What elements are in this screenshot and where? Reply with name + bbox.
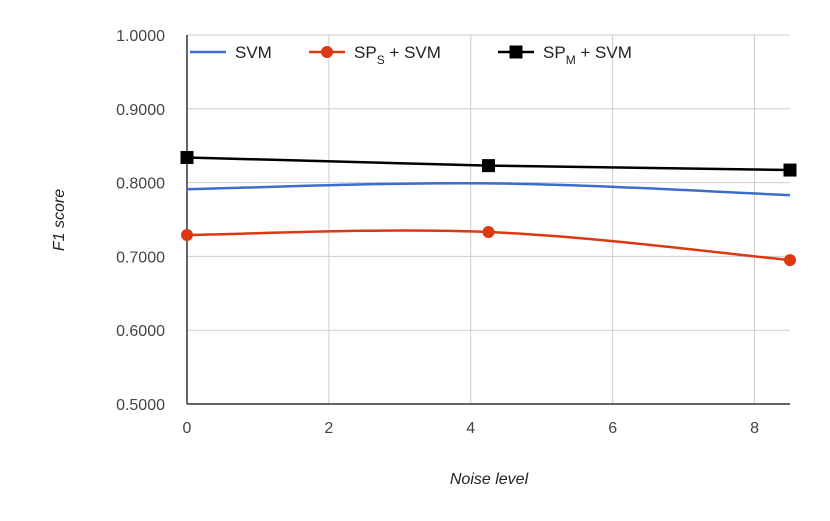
y-tick-label: 0.5000 [116, 397, 165, 414]
legend-label: SPS + SVM [354, 43, 441, 67]
data-point [783, 163, 797, 177]
data-point [181, 228, 193, 241]
x-tick-label: 0 [183, 420, 192, 437]
x-tick-label: 8 [750, 420, 759, 437]
axes: 0.5000 0.6000 0.7000 0.8000 0.9000 1.0000 0 2 4 6… [116, 28, 790, 437]
series-lines [180, 151, 797, 267]
x-tick-label: 4 [466, 420, 475, 437]
y-tick-label: 0.6000 [116, 323, 165, 340]
x-tick-label: 6 [608, 420, 617, 437]
series-2 [180, 151, 797, 177]
data-point [784, 254, 796, 267]
x-axis-title: Noise level [450, 471, 529, 488]
data-point [180, 151, 194, 165]
legend-item: SPM + SVM [498, 43, 632, 67]
legend-label: SPM + SVM [543, 43, 632, 67]
y-axis-title: F1 score [51, 189, 68, 251]
legend-marker [321, 46, 333, 58]
y-tick-label: 1.0000 [116, 28, 165, 45]
legend-item: SPS + SVM [309, 43, 441, 67]
data-point [482, 159, 495, 173]
legend-marker [509, 45, 523, 59]
series-line [186, 181, 791, 197]
legend: SVM SPS + SVM SPM + SVM [190, 43, 632, 67]
x-tick-label: 2 [324, 420, 333, 437]
grid [187, 34, 790, 405]
legend-label: SVM [235, 43, 272, 62]
y-tick-label: 0.8000 [116, 176, 165, 193]
legend-item: SVM [190, 43, 272, 62]
data-point [482, 226, 495, 239]
series-0 [186, 181, 791, 197]
series-1 [181, 226, 796, 267]
y-tick-label: 0.7000 [116, 249, 165, 266]
y-tick-label: 0.9000 [116, 102, 165, 119]
